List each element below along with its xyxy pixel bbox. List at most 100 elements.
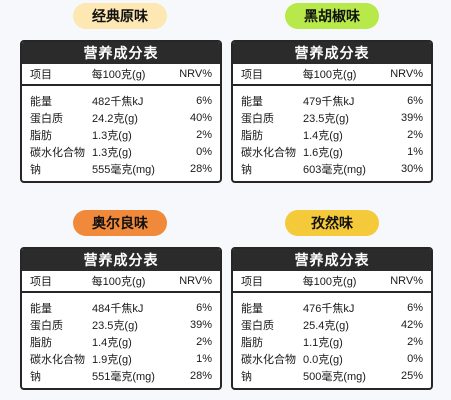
row-item: 蛋白质 (30, 112, 63, 125)
nutrition-card-black-pepper: 营养成分表 项目 每100克(g) NRV% 能量 479千焦kJ 6% 蛋白质 23… (231, 40, 433, 183)
card-title: 营养成分表 (233, 42, 431, 64)
row-item: 碳水化合物 (30, 353, 85, 366)
row-nrv: 2% (196, 335, 212, 348)
row-item: 能量 (241, 302, 263, 315)
row-nrv: 1% (407, 145, 423, 158)
row-nrv: 0% (407, 352, 423, 365)
header-per100g: 每100克(g) (302, 276, 357, 288)
row-item: 蛋白质 (241, 112, 274, 125)
row-item: 能量 (30, 302, 52, 315)
table-row: 碳水化合物 0.0克(g) 0% (233, 350, 431, 367)
table-row: 脂肪 1.4克(g) 2% (22, 333, 220, 350)
row-item: 钠 (241, 370, 252, 383)
row-item: 钠 (241, 163, 252, 176)
flavor-label-orleans: 奥尔良味 (73, 210, 167, 236)
row-amount: 482千焦kJ (92, 95, 144, 108)
row-item: 蛋白质 (30, 319, 63, 332)
row-nrv: 2% (196, 128, 212, 141)
row-item: 脂肪 (241, 336, 263, 349)
card-title: 营养成分表 (22, 249, 220, 271)
table-row: 脂肪 1.1克(g) 2% (233, 333, 431, 350)
row-nrv: 1% (196, 352, 212, 365)
row-amount: 484千焦kJ (92, 302, 144, 315)
header-nrv: NRV% (179, 275, 212, 287)
row-nrv: 6% (196, 301, 212, 314)
table-row: 钠 555毫克(mg) 28% (22, 160, 220, 177)
row-amount: 1.3克(g) (92, 129, 132, 142)
row-item: 钠 (30, 370, 41, 383)
row-item: 脂肪 (241, 129, 263, 142)
header-nrv: NRV% (179, 68, 212, 80)
row-item: 碳水化合物 (30, 146, 85, 159)
table-row: 钠 551毫克(mg) 28% (22, 367, 220, 384)
table-row: 能量 479千焦kJ 6% (233, 92, 431, 109)
flavor-label-black-pepper: 黑胡椒味 (285, 3, 379, 29)
row-nrv: 28% (189, 369, 212, 382)
row-item: 碳水化合物 (241, 146, 296, 159)
row-nrv: 6% (407, 94, 423, 107)
table-row: 脂肪 1.3克(g) 2% (22, 126, 220, 143)
table-row: 蛋白质 23.5克(g) 39% (233, 109, 431, 126)
header-item: 项目 (241, 276, 263, 288)
header-per100g: 每100克(g) (91, 276, 146, 288)
header-item: 项目 (30, 69, 52, 81)
nutrition-card-classic: 营养成分表 项目 每100克(g) NRV% 能量 482千焦kJ 6% 蛋白质 24… (20, 40, 222, 183)
table-header: 项目 每100克(g) NRV% (233, 271, 431, 293)
row-item: 脂肪 (30, 336, 52, 349)
row-amount: 24.2克(g) (92, 112, 138, 125)
row-nrv: 30% (400, 162, 423, 175)
row-item: 蛋白质 (241, 319, 274, 332)
table-row: 钠 500毫克(mg) 25% (233, 367, 431, 384)
row-nrv: 6% (196, 94, 212, 107)
table-row: 能量 476千焦kJ 6% (233, 299, 431, 316)
row-item: 脂肪 (30, 129, 52, 142)
row-nrv: 6% (407, 301, 423, 314)
header-per100g: 每100克(g) (302, 69, 357, 81)
row-amount: 0.0克(g) (303, 353, 343, 366)
card-title: 营养成分表 (233, 249, 431, 271)
row-amount: 23.5克(g) (92, 319, 138, 332)
row-amount: 476千焦kJ (303, 302, 355, 315)
nutrition-card-cumin: 营养成分表 项目 每100克(g) NRV% 能量 476千焦kJ 6% 蛋白质 25… (231, 247, 433, 390)
table-header: 项目 每100克(g) NRV% (233, 64, 431, 86)
row-amount: 23.5克(g) (303, 112, 349, 125)
table-row: 碳水化合物 1.9克(g) 1% (22, 350, 220, 367)
row-item: 钠 (30, 163, 41, 176)
header-nrv: NRV% (390, 275, 423, 287)
row-nrv: 39% (400, 111, 423, 124)
header-item: 项目 (30, 276, 52, 288)
row-amount: 1.4克(g) (92, 336, 132, 349)
row-nrv: 39% (189, 318, 212, 331)
table-row: 脂肪 1.4克(g) 2% (233, 126, 431, 143)
row-nrv: 2% (407, 128, 423, 141)
row-amount: 1.4克(g) (303, 129, 343, 142)
row-item: 能量 (30, 95, 52, 108)
row-amount: 500毫克(mg) (303, 370, 366, 383)
row-nrv: 0% (196, 145, 212, 158)
row-amount: 479千焦kJ (303, 95, 355, 108)
table-header: 项目 每100克(g) NRV% (22, 64, 220, 86)
table-row: 能量 482千焦kJ 6% (22, 92, 220, 109)
table-row: 蛋白质 24.2克(g) 40% (22, 109, 220, 126)
header-per100g: 每100克(g) (91, 69, 146, 81)
table-row: 碳水化合物 1.3克(g) 0% (22, 143, 220, 160)
table-header: 项目 每100克(g) NRV% (22, 271, 220, 293)
row-nrv: 25% (400, 369, 423, 382)
row-amount: 25.4克(g) (303, 319, 349, 332)
flavor-label-cumin: 孜然味 (285, 210, 379, 236)
table-row: 蛋白质 25.4克(g) 42% (233, 316, 431, 333)
card-title: 营养成分表 (22, 42, 220, 64)
row-amount: 603毫克(mg) (303, 163, 366, 176)
flavor-label-classic: 经典原味 (73, 3, 167, 29)
table-row: 能量 484千焦kJ 6% (22, 299, 220, 316)
row-nrv: 40% (189, 111, 212, 124)
row-item: 能量 (241, 95, 263, 108)
row-nrv: 42% (400, 318, 423, 331)
table-row: 碳水化合物 1.6克(g) 1% (233, 143, 431, 160)
row-amount: 555毫克(mg) (92, 163, 155, 176)
row-nrv: 2% (407, 335, 423, 348)
row-amount: 1.1克(g) (303, 336, 343, 349)
row-nrv: 28% (189, 162, 212, 175)
table-row: 钠 603毫克(mg) 30% (233, 160, 431, 177)
